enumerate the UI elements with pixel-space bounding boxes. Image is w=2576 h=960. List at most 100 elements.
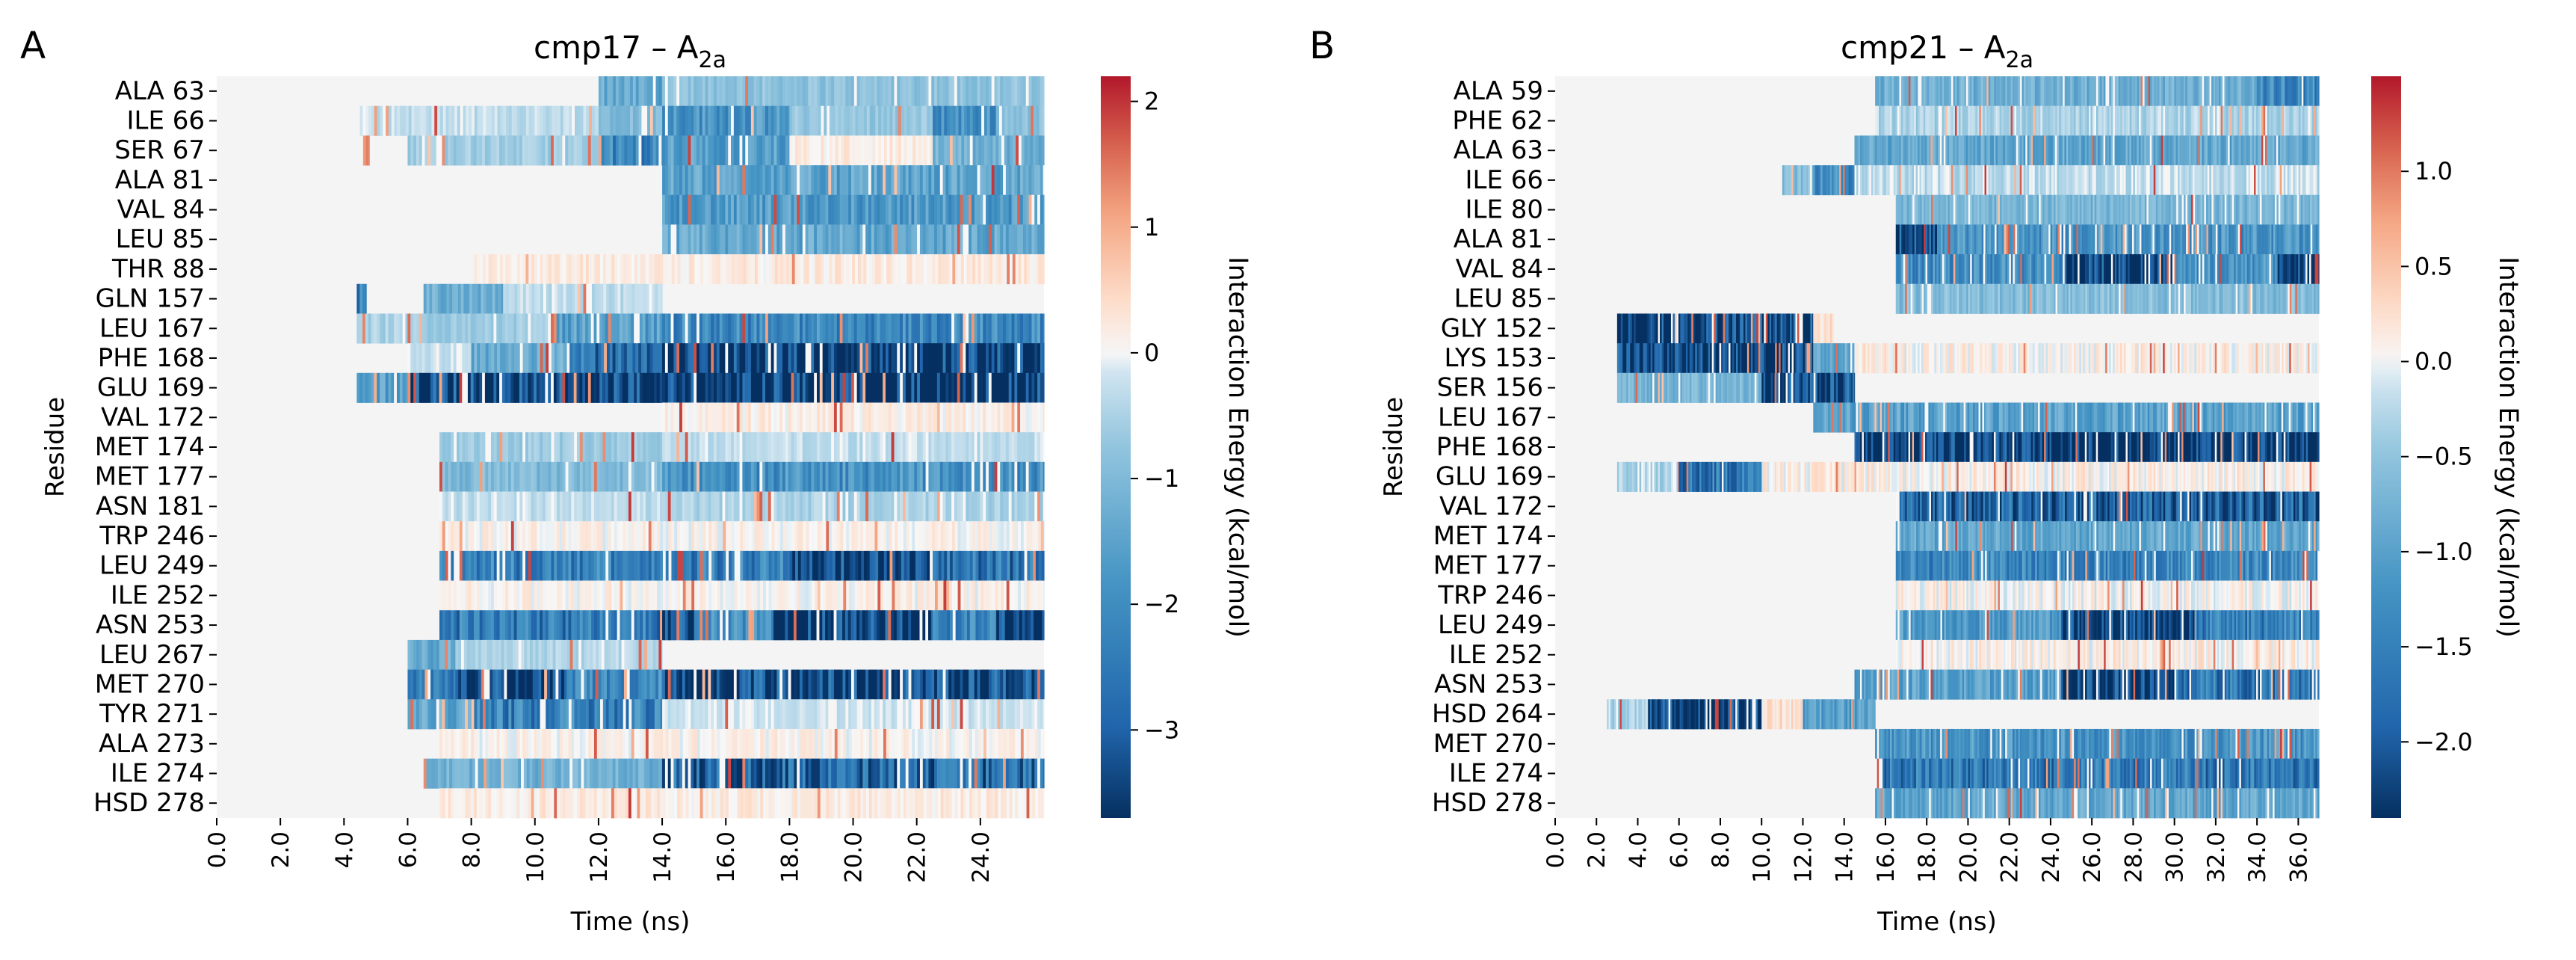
heatmap-cell bbox=[521, 669, 525, 700]
heatmap-cell bbox=[685, 372, 689, 403]
heatmap-cell bbox=[499, 788, 503, 819]
heatmap-cell bbox=[469, 669, 473, 700]
heatmap-cell bbox=[1004, 550, 1008, 581]
heatmap-cell bbox=[795, 135, 799, 166]
heatmap-cell bbox=[549, 283, 552, 314]
heatmap-cell bbox=[924, 254, 927, 285]
heatmap-cell bbox=[437, 758, 442, 789]
heatmap-cell bbox=[711, 165, 714, 196]
heatmap-cell bbox=[645, 610, 649, 641]
heatmap-cell bbox=[702, 224, 706, 255]
heatmap-cell bbox=[584, 758, 587, 789]
heatmap-cell bbox=[685, 550, 690, 581]
heatmap-cell bbox=[513, 610, 518, 641]
heatmap-cell bbox=[626, 728, 629, 760]
heatmap-cell bbox=[920, 788, 924, 819]
heatmap-cell bbox=[960, 402, 964, 433]
heatmap-cell bbox=[1031, 491, 1035, 522]
heatmap-cell bbox=[499, 521, 503, 552]
heatmap-cell bbox=[553, 313, 557, 344]
heatmap-cell bbox=[708, 224, 711, 255]
heatmap-cell bbox=[922, 610, 926, 641]
heatmap-cell bbox=[604, 76, 608, 107]
heatmap-cell bbox=[760, 788, 764, 819]
heatmap-cell bbox=[691, 432, 694, 463]
heatmap-cell bbox=[599, 788, 604, 819]
heatmap-cell bbox=[998, 135, 1002, 166]
heatmap-cell bbox=[817, 728, 821, 760]
heatmap-cell bbox=[519, 372, 523, 403]
heatmap-cell bbox=[708, 521, 712, 552]
heatmap-cell bbox=[614, 521, 618, 552]
heatmap-cell bbox=[605, 372, 609, 403]
heatmap-cell bbox=[782, 580, 787, 611]
heatmap-cell bbox=[601, 135, 605, 166]
heatmap-cell bbox=[670, 491, 674, 522]
heatmap-cell bbox=[925, 165, 930, 196]
heatmap-cell bbox=[1028, 224, 1032, 255]
heatmap-cell bbox=[525, 699, 529, 730]
heatmap-cell bbox=[608, 372, 612, 403]
heatmap-cell bbox=[915, 788, 918, 819]
heatmap-cell bbox=[986, 669, 989, 700]
heatmap-cell bbox=[702, 699, 706, 730]
heatmap-cell bbox=[966, 224, 969, 255]
heatmap-cell bbox=[788, 521, 792, 552]
heatmap-cell bbox=[688, 788, 692, 819]
heatmap-cell bbox=[708, 105, 711, 136]
heatmap-cell bbox=[765, 550, 770, 581]
heatmap-cell bbox=[585, 254, 590, 285]
heatmap-cell bbox=[1004, 254, 1007, 285]
heatmap-cell bbox=[474, 491, 478, 522]
heatmap-cell bbox=[596, 372, 600, 403]
heatmap-cell bbox=[626, 758, 631, 789]
heatmap-cell bbox=[485, 461, 489, 492]
heatmap-cell bbox=[682, 699, 686, 730]
heatmap-cell bbox=[932, 521, 936, 552]
heatmap-cell bbox=[986, 76, 989, 107]
heatmap-cell bbox=[779, 372, 783, 403]
heatmap-cell bbox=[540, 461, 543, 492]
heatmap-cell bbox=[1028, 76, 1032, 107]
heatmap-cell bbox=[791, 728, 795, 760]
heatmap-cell bbox=[988, 372, 992, 403]
heatmap-cell bbox=[1031, 402, 1035, 433]
heatmap-cell bbox=[825, 669, 829, 700]
heatmap-cell bbox=[1007, 550, 1011, 581]
heatmap-cell bbox=[920, 521, 924, 552]
heatmap-cell bbox=[817, 580, 821, 611]
heatmap-cell bbox=[630, 76, 634, 107]
heatmap-cell bbox=[549, 254, 552, 285]
heatmap-cell bbox=[522, 580, 526, 611]
heatmap-cell bbox=[614, 461, 618, 492]
heatmap-cell bbox=[548, 135, 552, 166]
heatmap-cell bbox=[654, 550, 658, 581]
heatmap-cell bbox=[983, 788, 987, 819]
heatmap-cell bbox=[568, 491, 572, 522]
heatmap-cell bbox=[410, 343, 414, 374]
heatmap-cell bbox=[591, 432, 595, 463]
heatmap-cell bbox=[574, 550, 578, 581]
heatmap-cell bbox=[1013, 135, 1016, 166]
heatmap-cell bbox=[654, 521, 658, 552]
heatmap-cell bbox=[936, 224, 941, 255]
heatmap-cell bbox=[964, 610, 968, 641]
heatmap-cell bbox=[646, 283, 650, 314]
heatmap-cell bbox=[908, 432, 912, 463]
heatmap-cell bbox=[925, 432, 930, 463]
heatmap-cell bbox=[593, 461, 598, 492]
heatmap-cell bbox=[770, 491, 775, 522]
heatmap-cell bbox=[598, 639, 602, 670]
heatmap-cell bbox=[845, 461, 849, 492]
heatmap-cell bbox=[995, 135, 999, 166]
heatmap-cell bbox=[800, 194, 803, 225]
heatmap-cell bbox=[477, 343, 481, 374]
heatmap-cell bbox=[765, 491, 769, 522]
heatmap-cell bbox=[736, 432, 741, 463]
heatmap-cell bbox=[1015, 728, 1019, 760]
heatmap-cell bbox=[1036, 610, 1040, 641]
heatmap-cell bbox=[574, 432, 578, 463]
heatmap-cell bbox=[767, 224, 772, 255]
heatmap-cell bbox=[914, 669, 918, 700]
heatmap-cell bbox=[830, 135, 833, 166]
